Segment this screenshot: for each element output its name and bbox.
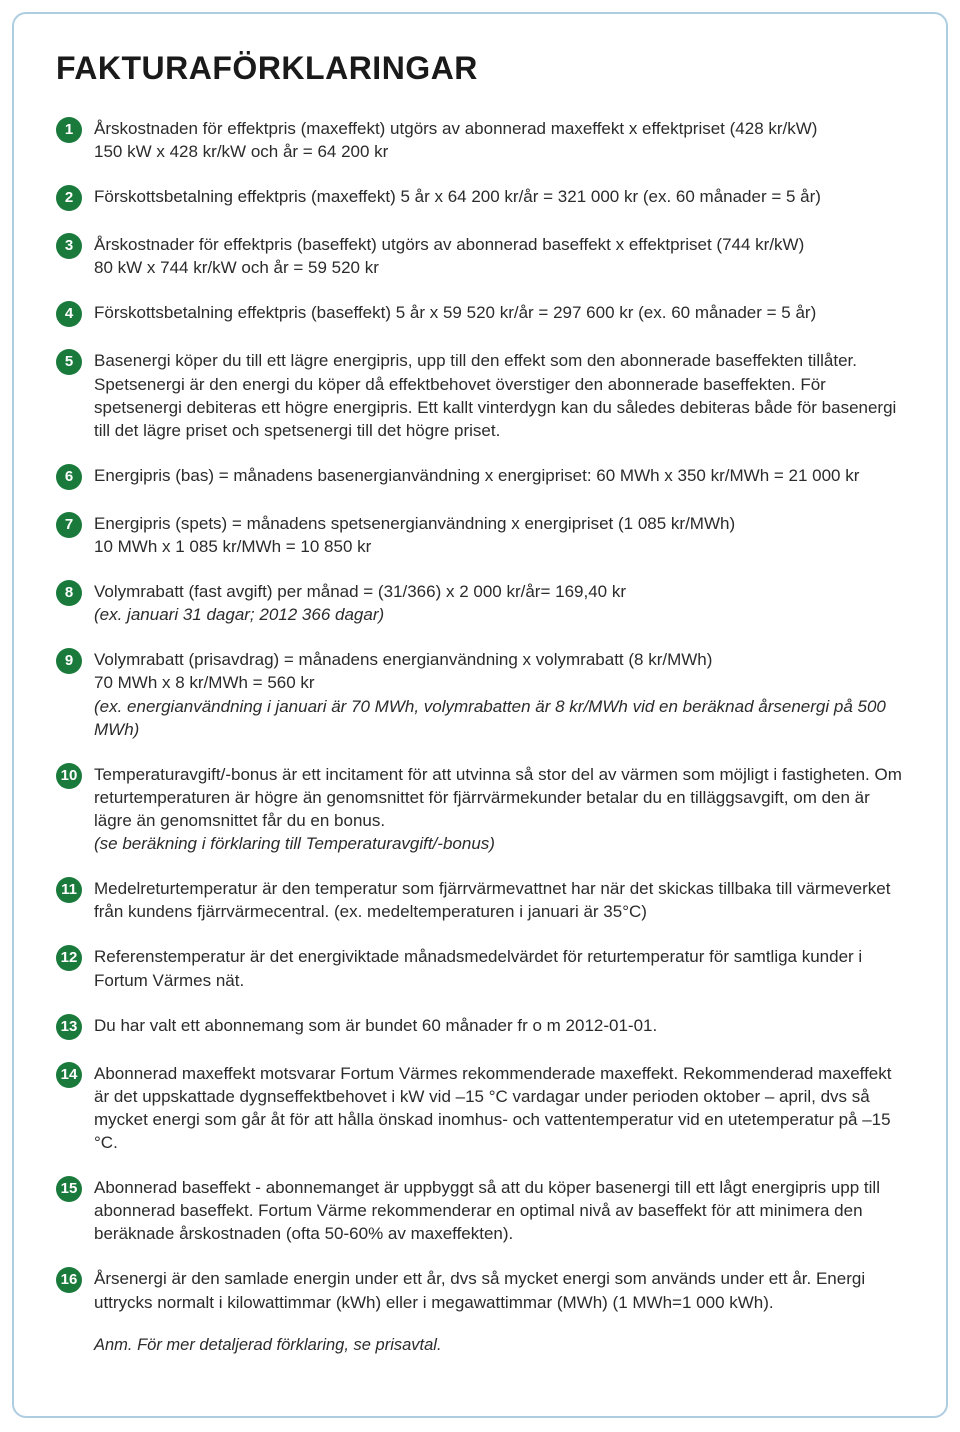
item-text-line: Årskostnader för effektpris (baseffekt) … bbox=[94, 233, 904, 256]
item-body: Basenergi köper du till ett lägre energi… bbox=[94, 349, 904, 441]
footer-note: Anm. För mer detaljerad förklaring, se p… bbox=[94, 1336, 904, 1355]
explanation-list: 1 Årskostnaden för effektpris (maxeffekt)… bbox=[56, 117, 904, 1314]
list-item: 4 Förskottsbetalning effektpris (baseffek… bbox=[56, 301, 904, 327]
list-item: 15 Abonnerad baseffekt - abonnemanget är … bbox=[56, 1176, 904, 1245]
item-number-badge: 13 bbox=[56, 1014, 82, 1040]
item-text-line: 70 MWh x 8 kr/MWh = 560 kr bbox=[94, 671, 904, 694]
list-item: 16 Årsenergi är den samlade energin under… bbox=[56, 1267, 904, 1313]
item-body: Energipris (spets) = månadens spetsenerg… bbox=[94, 512, 904, 558]
list-item: 9 Volymrabatt (prisavdrag) = månadens ene… bbox=[56, 648, 904, 740]
item-body: Årskostnaden för effektpris (maxeffekt) … bbox=[94, 117, 904, 163]
item-text-line: Basenergi köper du till ett lägre energi… bbox=[94, 349, 904, 441]
item-number-badge: 2 bbox=[56, 185, 82, 211]
list-item: 14 Abonnerad maxeffekt motsvarar Fortum V… bbox=[56, 1062, 904, 1154]
item-text-line: 80 kW x 744 kr/kW och år = 59 520 kr bbox=[94, 256, 904, 279]
item-text-line: Abonnerad baseffekt - abonnemanget är up… bbox=[94, 1176, 904, 1245]
item-body: Förskottsbetalning effektpris (maxeffekt… bbox=[94, 185, 904, 208]
item-body: Temperaturavgift/-bonus är ett incitamen… bbox=[94, 763, 904, 855]
page-title: FAKTURAFÖRKLARINGAR bbox=[56, 50, 904, 87]
item-text-line: Energipris (bas) = månadens basenergianv… bbox=[94, 464, 904, 487]
item-text-line: Abonnerad maxeffekt motsvarar Fortum Vär… bbox=[94, 1062, 904, 1154]
item-number-badge: 12 bbox=[56, 945, 82, 971]
item-number-badge: 10 bbox=[56, 763, 82, 789]
item-text-line: Referenstemperatur är det energiviktade … bbox=[94, 945, 904, 991]
item-body: Energipris (bas) = månadens basenergianv… bbox=[94, 464, 904, 487]
item-text-line: Årskostnaden för effektpris (maxeffekt) … bbox=[94, 117, 904, 140]
item-number-badge: 4 bbox=[56, 301, 82, 327]
item-number-badge: 3 bbox=[56, 233, 82, 259]
item-number-badge: 16 bbox=[56, 1267, 82, 1293]
item-body: Referenstemperatur är det energiviktade … bbox=[94, 945, 904, 991]
item-number-badge: 8 bbox=[56, 580, 82, 606]
item-note: (ex. januari 31 dagar; 2012 366 dagar) bbox=[94, 603, 904, 626]
item-text-line: Du har valt ett abonnemang som är bundet… bbox=[94, 1014, 904, 1037]
item-body: Volymrabatt (fast avgift) per månad = (3… bbox=[94, 580, 904, 626]
item-body: Årskostnader för effektpris (baseffekt) … bbox=[94, 233, 904, 279]
list-item: 2 Förskottsbetalning effektpris (maxeffek… bbox=[56, 185, 904, 211]
item-text-line: Volymrabatt (prisavdrag) = månadens ener… bbox=[94, 648, 904, 671]
item-number-badge: 11 bbox=[56, 877, 82, 903]
list-item: 7 Energipris (spets) = månadens spetsener… bbox=[56, 512, 904, 558]
list-item: 1 Årskostnaden för effektpris (maxeffekt)… bbox=[56, 117, 904, 163]
item-body: Du har valt ett abonnemang som är bundet… bbox=[94, 1014, 904, 1037]
item-text-line: Förskottsbetalning effektpris (baseffekt… bbox=[94, 301, 904, 324]
list-item: 3 Årskostnader för effektpris (baseffekt)… bbox=[56, 233, 904, 279]
item-number-badge: 5 bbox=[56, 349, 82, 375]
item-number-badge: 15 bbox=[56, 1176, 82, 1202]
item-number-badge: 14 bbox=[56, 1062, 82, 1088]
list-item: 10 Temperaturavgift/-bonus är ett incitam… bbox=[56, 763, 904, 855]
item-body: Volymrabatt (prisavdrag) = månadens ener… bbox=[94, 648, 904, 740]
item-body: Abonnerad baseffekt - abonnemanget är up… bbox=[94, 1176, 904, 1245]
item-text-line: Förskottsbetalning effektpris (maxeffekt… bbox=[94, 185, 904, 208]
item-number-badge: 9 bbox=[56, 648, 82, 674]
page-frame: FAKTURAFÖRKLARINGAR 1 Årskostnaden för ef… bbox=[12, 12, 948, 1418]
list-item: 5 Basenergi köper du till ett lägre energ… bbox=[56, 349, 904, 441]
list-item: 12 Referenstemperatur är det energiviktad… bbox=[56, 945, 904, 991]
item-note: (ex. energianvändning i januari är 70 MW… bbox=[94, 695, 904, 741]
list-item: 11 Medelreturtemperatur är den temperatur… bbox=[56, 877, 904, 923]
item-text-line: Medelreturtemperatur är den temperatur s… bbox=[94, 877, 904, 923]
item-number-badge: 1 bbox=[56, 117, 82, 143]
item-note: (se beräkning i förklaring till Temperat… bbox=[94, 832, 904, 855]
item-body: Abonnerad maxeffekt motsvarar Fortum Vär… bbox=[94, 1062, 904, 1154]
list-item: 6 Energipris (bas) = månadens basenergian… bbox=[56, 464, 904, 490]
item-body: Förskottsbetalning effektpris (baseffekt… bbox=[94, 301, 904, 324]
item-text-line: Volymrabatt (fast avgift) per månad = (3… bbox=[94, 580, 904, 603]
item-number-badge: 6 bbox=[56, 464, 82, 490]
item-text-line: Energipris (spets) = månadens spetsenerg… bbox=[94, 512, 904, 535]
item-text-line: Årsenergi är den samlade energin under e… bbox=[94, 1267, 904, 1313]
item-body: Årsenergi är den samlade energin under e… bbox=[94, 1267, 904, 1313]
list-item: 8 Volymrabatt (fast avgift) per månad = (… bbox=[56, 580, 904, 626]
item-text-line: Temperaturavgift/-bonus är ett incitamen… bbox=[94, 763, 904, 832]
item-number-badge: 7 bbox=[56, 512, 82, 538]
item-text-line: 150 kW x 428 kr/kW och år = 64 200 kr bbox=[94, 140, 904, 163]
list-item: 13 Du har valt ett abonnemang som är bund… bbox=[56, 1014, 904, 1040]
item-body: Medelreturtemperatur är den temperatur s… bbox=[94, 877, 904, 923]
item-text-line: 10 MWh x 1 085 kr/MWh = 10 850 kr bbox=[94, 535, 904, 558]
